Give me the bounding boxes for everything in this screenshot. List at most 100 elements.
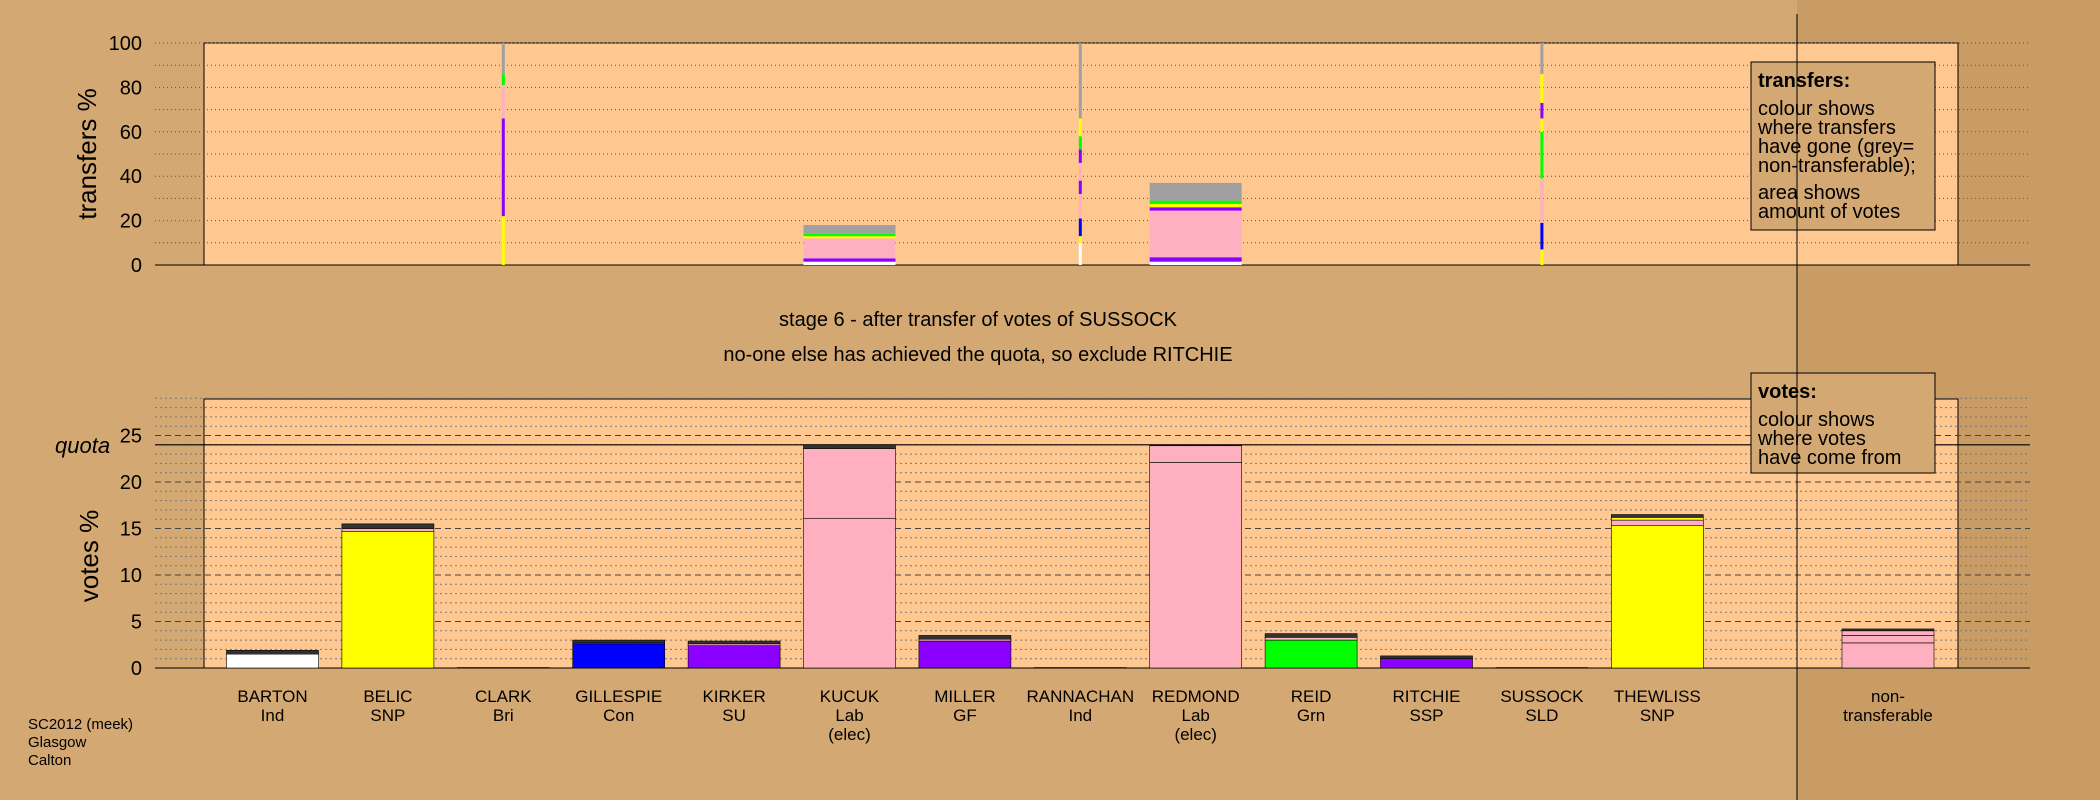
transfers-y-axis: 0 20 40 60 80 100 xyxy=(109,33,142,277)
stage-subtitle: no-one else has achieved the quota, so e… xyxy=(723,344,1232,366)
vote-bar-segment xyxy=(1034,667,1127,669)
vote-bar-segment xyxy=(1264,637,1358,641)
transfer-line-segment xyxy=(1540,74,1544,103)
transfer-bar-segment xyxy=(1149,182,1242,201)
votes-tick-label: 25 xyxy=(120,426,142,448)
nontransferable-bar-segment xyxy=(1841,642,1935,669)
candidate-party: Lab xyxy=(835,706,863,725)
transfer-line-segment xyxy=(1078,43,1082,119)
transfer-line-segment xyxy=(501,74,505,86)
vote-bar-segment xyxy=(1264,639,1358,669)
votes-tick-label: 0 xyxy=(131,658,142,680)
transfer-bar-segment xyxy=(803,258,896,262)
vote-bar-segment xyxy=(1149,445,1242,463)
votes-y-axis: 0 5 10 15 20 25 xyxy=(120,426,142,681)
votes-grid xyxy=(155,397,2030,669)
candidate-name: KUCUK xyxy=(820,687,880,706)
vote-bar-segment xyxy=(341,530,435,669)
votes-tick-label: 15 xyxy=(120,519,142,541)
candidate-party: Ind xyxy=(261,706,285,725)
vote-bar-segment xyxy=(1149,462,1242,669)
nontransferable-bar-segment xyxy=(1841,628,1935,632)
transfers-legend: transfers: colour shows where transfers … xyxy=(1750,61,1936,231)
candidate-name: REID xyxy=(1291,687,1332,706)
vote-bar-segment xyxy=(1495,667,1589,669)
votes-legend: votes: colour shows where votes have com… xyxy=(1750,372,1936,474)
transfer-line-segment xyxy=(1540,43,1544,75)
transfers-tick-label: 80 xyxy=(120,77,142,99)
footer-line: Glasgow xyxy=(28,734,87,751)
transfer-line-segment xyxy=(1078,118,1082,137)
footer-line: Calton xyxy=(28,752,71,769)
candidate-name: REDMOND xyxy=(1152,687,1240,706)
transfer-bar-segment xyxy=(1149,257,1242,262)
votes-tick-label: 10 xyxy=(120,565,142,587)
vote-bar-segment xyxy=(918,640,1012,669)
transfer-line-segment xyxy=(501,118,505,217)
footer-line: SC2012 (meek) xyxy=(28,716,133,733)
transfer-line-segment xyxy=(1540,131,1544,179)
votes-legend-title: votes: xyxy=(1758,381,1817,403)
nontransferable-label: transferable xyxy=(1843,706,1933,725)
transfers-legend-line: amount of votes xyxy=(1758,201,1900,223)
candidate-name: THEWLISS xyxy=(1614,687,1701,706)
transfer-bar-segment xyxy=(803,236,896,239)
vote-bar-segment xyxy=(456,667,550,669)
stage-title: stage 6 - after transfer of votes of SUS… xyxy=(779,309,1178,331)
transfer-line-segment xyxy=(1078,236,1082,243)
transfer-bar-segment xyxy=(803,261,896,265)
transfers-tick-label: 20 xyxy=(120,211,142,233)
transfer-bar-segment xyxy=(803,233,896,237)
votes-tick-label: 5 xyxy=(131,612,142,634)
transfers-tick-label: 60 xyxy=(120,122,142,144)
candidate-party: SSP xyxy=(1409,706,1443,725)
transfer-line-segment xyxy=(501,216,505,265)
candidate-name: BARTON xyxy=(237,687,307,706)
candidate-name: GILLESPIE xyxy=(575,687,662,706)
candidate-party: Ind xyxy=(1068,706,1092,725)
transfers-grid xyxy=(155,42,2030,266)
transfer-bar-segment xyxy=(1149,261,1242,265)
vote-bar-segment xyxy=(341,523,435,529)
vote-bar-segment xyxy=(803,517,896,669)
vote-bar-segment xyxy=(1264,633,1358,638)
votes-y-label: votes % xyxy=(74,510,104,603)
votes-bars xyxy=(226,444,1935,669)
votes-legend-line: have come from xyxy=(1758,447,1901,469)
vote-bar-segment xyxy=(226,653,319,669)
vote-bar-segment xyxy=(1611,514,1704,518)
candidate-name: KIRKER xyxy=(702,687,765,706)
transfers-legend-line: area shows xyxy=(1758,182,1860,204)
vote-bar-segment xyxy=(226,650,319,654)
transfers-tick-label: 40 xyxy=(120,166,142,188)
candidate-name: RANNACHAN xyxy=(1026,687,1134,706)
vote-bar-segment xyxy=(1380,659,1473,669)
candidate-party: SLD xyxy=(1525,706,1558,725)
transfers-panel: 0 20 40 60 80 100 transfers % xyxy=(72,33,2030,277)
transfer-line-segment xyxy=(1078,136,1082,150)
vote-bar-segment xyxy=(1611,517,1704,521)
vote-bar-segment xyxy=(803,448,896,519)
transfer-bar-segment xyxy=(1149,200,1242,204)
transfers-tick-label: 100 xyxy=(109,33,142,55)
transfer-line-segment xyxy=(1078,149,1082,163)
transfer-line-segment xyxy=(1078,242,1082,265)
transfer-bar-segment xyxy=(1149,203,1242,208)
candidate-name: RITCHIE xyxy=(1393,687,1461,706)
candidate-party: SNP xyxy=(370,706,405,725)
transfers-legend-line: colour shows xyxy=(1758,98,1875,120)
nontransferable-bar-segment xyxy=(1841,635,1935,644)
votes-tick-label: 20 xyxy=(120,472,142,494)
transfer-line-segment xyxy=(1540,102,1544,119)
transfers-tick-label: 0 xyxy=(131,255,142,277)
candidate-party: SU xyxy=(722,706,746,725)
vote-bar-segment xyxy=(572,643,666,669)
vote-bar-segment xyxy=(1611,519,1704,527)
candidate-status: (elec) xyxy=(1174,725,1217,744)
candidate-name: BELIC xyxy=(363,687,412,706)
transfer-line-segment xyxy=(501,85,505,119)
transfer-line-segment xyxy=(1540,249,1544,265)
candidate-name: CLARK xyxy=(475,687,532,706)
